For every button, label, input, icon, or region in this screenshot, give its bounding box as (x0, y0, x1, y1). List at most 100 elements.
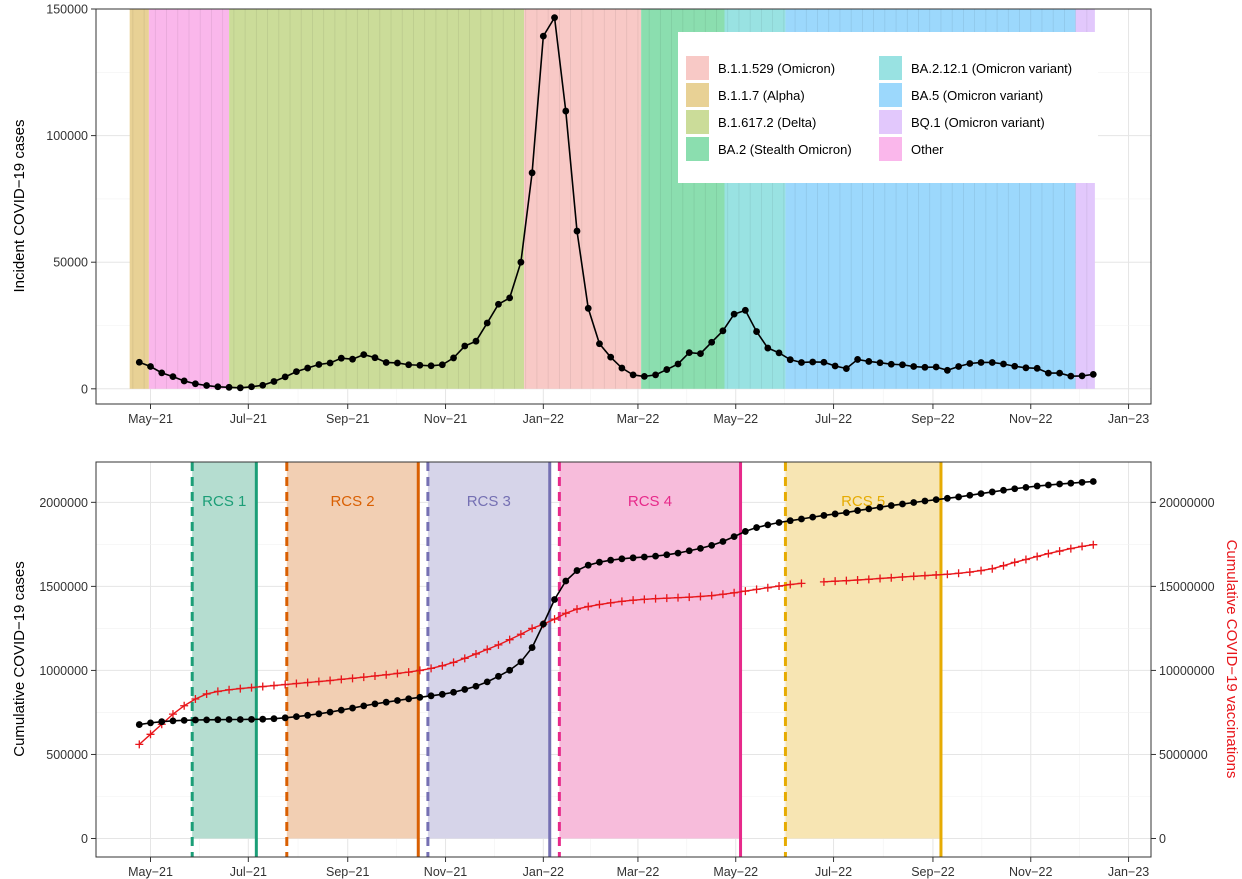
variant-band (148, 9, 230, 389)
cumulative-cases-point (719, 538, 727, 545)
legend-label: BA.5 (Omicron variant) (911, 88, 1043, 103)
cumulative-cases-point (169, 717, 177, 725)
cumulative-cases-point (203, 716, 211, 724)
x-tick-label: May−22 (713, 412, 758, 426)
x-tick-label: Jul−21 (230, 412, 267, 426)
incident-cases-point (719, 327, 727, 335)
cumulative-vaccinations-point (404, 668, 413, 677)
cumulative-vaccinations-point (314, 677, 323, 686)
cumulative-cases-point (214, 716, 222, 724)
x-tick-label: Jan−22 (523, 865, 564, 879)
incident-cases-point (349, 355, 356, 363)
incident-series (135, 14, 1097, 392)
cumulative-cases-point (786, 517, 794, 525)
incident-cases-point (809, 358, 817, 366)
incident-cases-point (798, 359, 805, 366)
cumulative-vaccinations-point (393, 669, 402, 678)
incident-cases-point (842, 365, 850, 372)
cumulative-cases-point (281, 714, 289, 722)
cumulative-vaccinations-point (528, 624, 537, 633)
incident-cases-point (943, 366, 951, 374)
incident-cases-point (596, 340, 603, 348)
cumulative-vaccinations-point (202, 689, 211, 698)
cumulative-cases-point (551, 596, 558, 603)
incident-cases-point (483, 319, 491, 327)
incident-cases-point (394, 359, 401, 367)
cumulative-vaccinations-point (864, 575, 873, 584)
cumulative-cases-point (259, 715, 267, 723)
incident-cases-point (708, 338, 716, 346)
cumulative-cases-point (629, 554, 637, 562)
incident-cases-point (214, 383, 222, 391)
cumulative-vaccinations-point (651, 594, 660, 603)
cumulative-cases-point (506, 666, 514, 674)
incident-cases-point (988, 359, 996, 366)
cumulative-cases-point (349, 704, 356, 712)
cumulative-vaccinations-point (135, 740, 144, 749)
incident-cases-point (640, 373, 648, 380)
cumulative-cases-point (147, 719, 154, 727)
x-tick-label: Nov−21 (424, 865, 467, 879)
incident-cases-point (1044, 369, 1052, 377)
cumulative-vaccinations-point (662, 594, 671, 603)
x-tick-label: Nov−21 (424, 412, 467, 426)
x-tick-label: May−21 (128, 865, 173, 879)
cumulative-vaccinations-point (943, 570, 952, 579)
cumulative-vaccinations-point (494, 640, 503, 649)
cumulative-vaccinations-point (674, 593, 683, 602)
cumulative-vaccinations-point (977, 566, 986, 575)
x-tick-label: Nov−22 (1009, 865, 1052, 879)
cumulative-vaccinations-point (247, 683, 256, 692)
incident-cases-point (405, 361, 413, 369)
y-tick-label: 500000 (46, 748, 88, 762)
cumulative-vaccinations-point (180, 701, 189, 710)
incident-cases-point (438, 361, 446, 369)
incident-cases-point (147, 363, 154, 370)
cumulative-vaccinations-point (920, 571, 929, 580)
bottom-panel-border (95, 461, 1152, 858)
cumulative-cases-point (405, 695, 413, 703)
y-tick-label-right: 20000000 (1159, 496, 1215, 510)
y-tick-label: 1000000 (39, 664, 88, 678)
cumulative-cases-point (596, 558, 603, 566)
cumulative-cases-point (775, 519, 783, 526)
variant-legend: B.1.1.529 (Omicron) B.1.1.7 (Alpha) B.1.61… (678, 32, 1098, 183)
x-tick-label: Jan−23 (1108, 865, 1149, 879)
cumulative-cases-point (674, 549, 682, 557)
incident-cases-point (865, 358, 873, 365)
cumulative-cases-point (382, 698, 390, 706)
survey-round-bands: RCS 1 RCS 2 RCS 3 RCS 4 RCS 5 (190, 462, 943, 857)
incident-cases-point (955, 363, 962, 370)
cumulative-cases-point (315, 710, 323, 718)
cumulative-cases-point (1089, 478, 1097, 485)
cumulative-vaccinations-point (516, 630, 525, 639)
x-tick-label: Sep−22 (911, 412, 954, 426)
x-tick-label: Sep−21 (326, 865, 369, 879)
legend-label: BQ.1 (Omicron variant) (911, 115, 1045, 130)
cumulative-cases-point (225, 716, 233, 723)
legend-key (879, 83, 902, 107)
bottom-y-axis-right: 0 5000000 10000000 15000000 20000000 (1151, 496, 1215, 846)
cumulative-vaccinations-point (213, 687, 222, 696)
cumulative-cases-point (663, 551, 671, 559)
cumulative-cases-point (1067, 479, 1075, 487)
y-tick-label: 100000 (46, 129, 88, 143)
incident-cases-point (1033, 364, 1041, 372)
survey-round-band (785, 462, 941, 839)
cumulative-cases-point (461, 686, 469, 693)
incident-cases-point (528, 169, 536, 177)
cumulative-vaccinations-point (1010, 558, 1019, 567)
cumulative-vaccinations-point (269, 681, 278, 690)
survey-round-label: RCS 2 (330, 493, 374, 510)
cumulative-vaccinations-point (382, 670, 391, 679)
cumulative-cases-point (842, 509, 850, 516)
incident-cases-point (786, 356, 794, 364)
x-tick-label: Jan−22 (523, 412, 564, 426)
incident-cases-point (618, 364, 626, 372)
cumulative-cases-point (753, 524, 760, 531)
cumulative-vaccinations-point (326, 676, 335, 685)
cumulative-vaccinations-point (606, 598, 615, 607)
cumulative-cases-point (135, 721, 143, 728)
cumulative-cases-point (798, 515, 805, 523)
cumulative-vaccinations-point (449, 658, 458, 667)
